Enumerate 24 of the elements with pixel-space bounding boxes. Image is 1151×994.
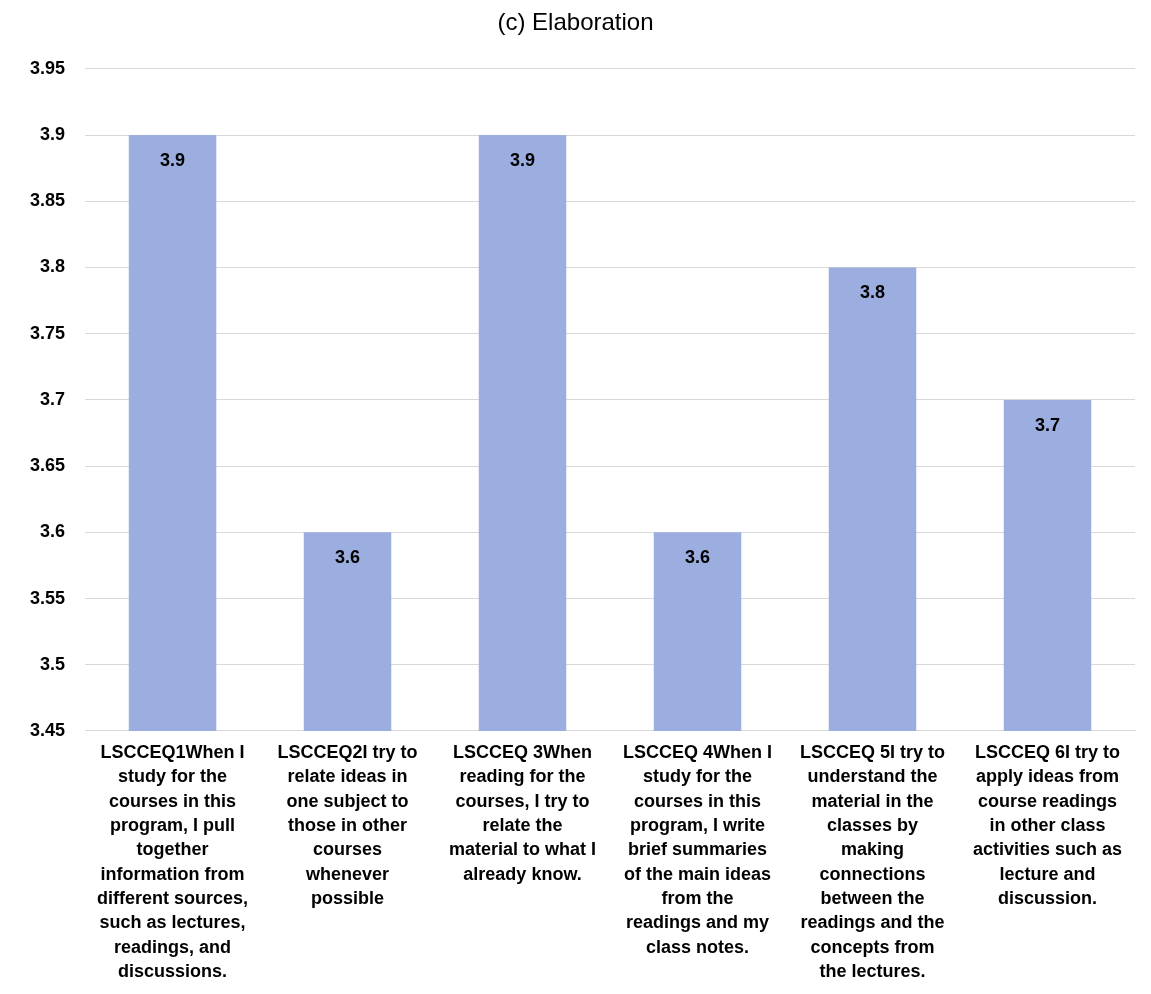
data-label: 3.6 [685, 547, 711, 568]
y-tick-label: 3.7 [40, 388, 66, 409]
data-label: 3.6 [335, 547, 361, 568]
chart-title: (c) Elaboration [496, 7, 655, 37]
y-tick-label: 3.75 [29, 322, 66, 343]
category-label: LSCCEQ1When I study for the courses in this program, I pull together information from different sources, such as lectures, readings, and discussions. [97, 742, 249, 981]
x-tick-label: LSCCEQ 3When reading for the courses, I try to relate the material to what I already know. [449, 742, 597, 884]
y-tick-label: 3.65 [29, 455, 66, 476]
data-label: 3.9 [160, 149, 186, 170]
x-tick-label: LSCCEQ 6I try to apply ideas from course readings in other class activities such as lecture and discussion. [972, 742, 1123, 908]
y-tick-label: 3.95 [29, 57, 66, 78]
y-tick-label: 3.55 [29, 587, 66, 608]
y-tick-label: 3.85 [29, 190, 66, 211]
y-tick-label: 3.5 [40, 653, 66, 674]
category-label: LSCCEQ 4When I study for the courses in this program, I write brief summaries of the main ideas from the readings and my class notes. [623, 742, 773, 957]
y-tick-label: 3.8 [40, 256, 66, 277]
y-tick-label: 3.6 [40, 521, 66, 542]
y-tick-label: 3.45 [29, 719, 66, 740]
data-label: 3.9 [510, 149, 536, 170]
x-tick-label: LSCCEQ2I try to relate ideas in one subject to those in other courses whenever possible [277, 742, 418, 908]
y-tick-label: 3.9 [40, 123, 66, 144]
data-label: 3.8 [859, 282, 886, 303]
data-label: 3.7 [1034, 414, 1061, 435]
category-label: LSCCEQ 5I try to understand the material in the classes by making connections between the readings and the concepts from the lectures. [799, 742, 946, 981]
